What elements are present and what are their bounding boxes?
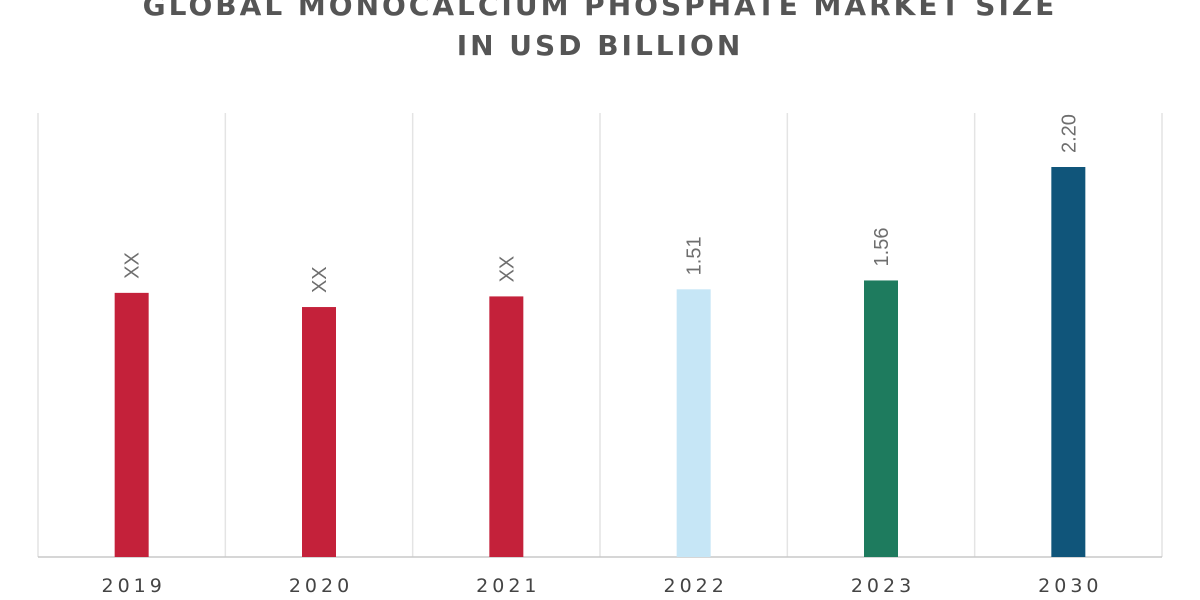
data-label-2023: 1.56 bbox=[871, 228, 893, 267]
bar-2021 bbox=[489, 296, 524, 557]
chart-title-line-1: GLOBAL MONOCALCIUM PHOSPHATE MARKET SIZE bbox=[142, 0, 1058, 22]
bar-2022 bbox=[676, 289, 711, 557]
chart-title-line-2: IN USD BILLION bbox=[456, 29, 744, 62]
chart-x-tick-labels: 2019 2020 2021 2022 2023 2030 bbox=[101, 575, 1102, 597]
data-label-2030: 2.20 bbox=[1058, 114, 1080, 153]
chart-data-labels: XX XX XX 1.51 1.56 2.20 bbox=[122, 114, 1081, 293]
bar-2030 bbox=[1051, 167, 1086, 557]
x-tick-label-2030: 2030 bbox=[1038, 575, 1102, 597]
x-tick-label-2023: 2023 bbox=[851, 575, 915, 597]
bar-2019 bbox=[114, 292, 149, 557]
chart-gridlines bbox=[37, 113, 1163, 557]
x-tick-label-2022: 2022 bbox=[663, 575, 727, 597]
data-label-2019: XX bbox=[122, 252, 144, 279]
bar-2020 bbox=[302, 307, 336, 557]
x-tick-label-2021: 2021 bbox=[476, 575, 540, 597]
x-tick-label-2020: 2020 bbox=[289, 575, 353, 597]
bar-2023 bbox=[864, 280, 898, 557]
data-label-2020: XX bbox=[309, 266, 331, 293]
x-tick-label-2019: 2019 bbox=[101, 575, 165, 597]
chart-bars bbox=[114, 167, 1086, 557]
data-label-2022: 1.51 bbox=[684, 236, 706, 275]
data-label-2021: XX bbox=[496, 256, 518, 283]
